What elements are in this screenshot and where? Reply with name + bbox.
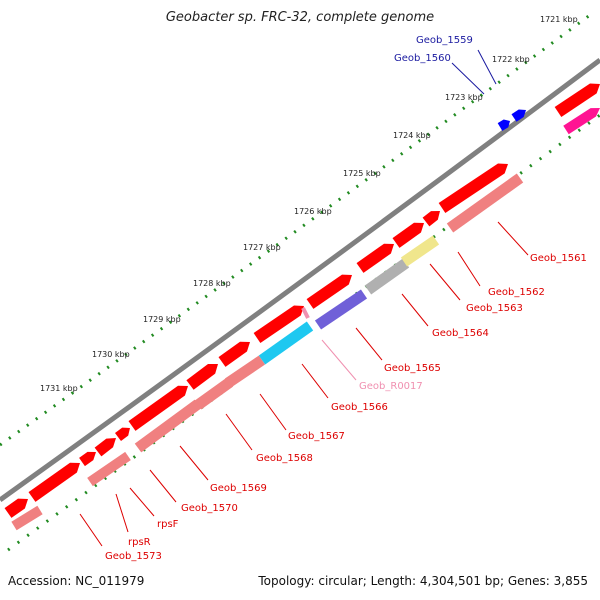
ruler-tick-label: 1726 kbp [294,207,332,216]
label-leader-line [355,327,383,361]
gene-label[interactable]: Geob_1559 [416,35,473,46]
gene-bar[interactable] [364,258,410,295]
gene-arrow[interactable] [356,243,394,273]
ruler-ticks: 1721 kbp 1722 kbp 1723 kbp 1724 kbp 1725 kbp… [40,15,578,393]
label-leader-line [401,293,429,327]
gene-arrow[interactable] [563,108,600,135]
genome-backbone [0,57,600,503]
gene-label[interactable]: Geob_1570 [181,503,238,514]
outer-ruler-dots [0,13,591,447]
ruler-tick-label: 1721 kbp [540,15,578,24]
gene-bar[interactable] [87,451,131,487]
label-leader-line [451,62,485,95]
gene-bar[interactable] [11,505,43,531]
label-leader-line [225,413,253,451]
gene-arrow[interactable] [253,305,304,343]
label-leader-line [115,493,129,533]
accession-text: Accession: NC_011979 [8,574,145,588]
gene-arrow[interactable] [511,109,526,122]
gene-arrow[interactable] [115,427,130,441]
label-leader-line [129,487,155,517]
gene-bar[interactable] [224,355,266,388]
gene-arrow[interactable] [497,119,510,131]
gene-label[interactable]: Geob_1560 [394,53,451,64]
label-leader-line [429,263,461,301]
gene-arrow[interactable] [306,274,352,309]
label-leader-line [149,469,177,503]
gene-arrow[interactable] [4,498,28,518]
gene-label[interactable]: Geob_1566 [331,402,388,413]
label-leader-line [321,339,357,381]
ruler-tick-label: 1728 kbp [193,279,231,288]
gene-label[interactable]: Geob_1569 [210,483,267,494]
label-leader-line [457,251,481,287]
label-leader-line [497,221,529,256]
ruler-tick-label: 1727 kbp [243,243,281,252]
gene-arrow[interactable] [128,385,188,431]
label-leader-line [301,363,329,399]
gene-label[interactable]: rpsR [128,537,151,548]
gene-arrow[interactable] [94,438,116,457]
gene-label[interactable]: rpsF [157,519,179,530]
page-title: Geobacter sp. FRC-32, complete genome [165,10,435,25]
gene-bar[interactable] [258,321,314,365]
gene-bar[interactable] [194,377,234,410]
gene-arrow[interactable] [554,83,600,117]
gene-arrow[interactable] [28,462,80,502]
gene-features [4,83,600,531]
gene-label[interactable]: Geob_1563 [466,303,523,314]
gene-arrow[interactable] [438,163,508,213]
gene-label[interactable]: Geob_1568 [256,453,313,464]
gene-label[interactable]: Geob_1573 [105,551,162,562]
gene-arrow[interactable] [218,341,250,367]
gene-bar[interactable] [134,399,202,453]
ruler-tick-label: 1725 kbp [343,169,381,178]
label-leader-line [477,49,497,85]
gene-label[interactable]: Geob_1565 [384,363,441,374]
gene-bar[interactable] [314,289,368,330]
gene-bar[interactable] [446,173,524,233]
gene-label[interactable]: Geob_1567 [288,431,345,442]
gene-arrow[interactable] [422,211,440,227]
ruler-tick-label: 1724 kbp [393,131,431,140]
ruler-tick-label: 1729 kbp [143,315,181,324]
ruler-tick-label: 1730 kbp [92,350,130,359]
ruler-tick-label: 1722 kbp [492,55,530,64]
gene-label[interactable]: Geob_1562 [488,287,545,298]
gene-label[interactable]: Geob_1561 [530,253,587,264]
ruler-tick-label: 1723 kbp [445,93,483,102]
gene-bar[interactable] [400,235,440,267]
label-leader-line [79,513,103,547]
ruler-tick-label: 1731 kbp [40,384,78,393]
genome-summary: Topology: circular; Length: 4,304,501 bp… [258,574,588,588]
gene-label[interactable]: Geob_R0017 [359,381,423,392]
gene-labels: Geob_1559 Geob_1560 Geob_1561 Geob_1562 Geob… [79,35,587,562]
label-leader-line [259,393,287,431]
gene-arrow[interactable] [186,364,218,390]
gene-arrow[interactable] [392,222,424,248]
label-leader-line [179,445,209,481]
gene-arrow[interactable] [79,451,96,467]
gene-label[interactable]: Geob_1564 [432,328,489,339]
gene-bar[interactable] [301,307,310,319]
